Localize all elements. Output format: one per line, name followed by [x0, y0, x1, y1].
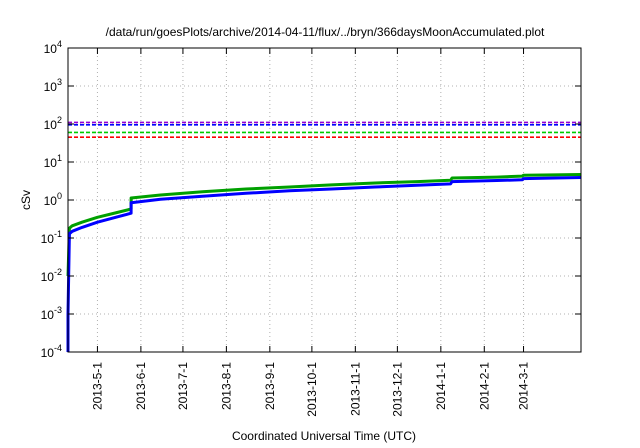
series-line: [66, 176, 582, 352]
y-tick-label: 10-1: [41, 229, 62, 246]
x-tick-label: 2013-5-1: [90, 362, 104, 410]
x-tick-label: 2014-1-1: [434, 362, 448, 410]
series-line: [66, 173, 582, 277]
y-tick-label: 10-3: [41, 305, 62, 322]
y-tick-label: 102: [44, 115, 62, 132]
y-tick-label: 10-4: [41, 343, 62, 360]
y-axis-title: cSv: [19, 190, 33, 210]
x-tick-label: 2013-6-1: [134, 362, 148, 410]
x-axis-title: Coordinated Universal Time (UTC): [232, 429, 416, 443]
y-tick-label: 100: [44, 191, 62, 208]
y-tick-label: 10-2: [41, 267, 62, 284]
y-tick-label: 104: [44, 39, 62, 56]
series-group: [66, 121, 582, 352]
x-tick-label: 2013-12-1: [390, 362, 404, 417]
y-axis: 10-4 10-3 10-2 10-1 100 101 102 103 104: [41, 39, 581, 360]
chart-title: /data/run/goesPlots/archive/2014-04-11/f…: [106, 25, 545, 39]
x-tick-label: 2013-7-1: [176, 362, 190, 410]
x-tick-label: 2014-3-1: [517, 362, 531, 410]
x-tick-label: 2013-10-1: [305, 362, 319, 417]
x-axis: 2013-5-1 2013-6-1 2013-7-1 2013-8-1 2013-9-1…: [90, 48, 531, 417]
x-tick-label: 2013-9-1: [263, 362, 277, 410]
y-tick-label: 103: [44, 77, 62, 94]
x-tick-label: 2013-8-1: [219, 362, 233, 410]
y-tick-label: 101: [44, 153, 62, 170]
x-tick-label: 2013-11-1: [348, 362, 362, 416]
x-tick-label: 2014-2-1: [477, 362, 491, 410]
grid-lines: [68, 48, 581, 352]
